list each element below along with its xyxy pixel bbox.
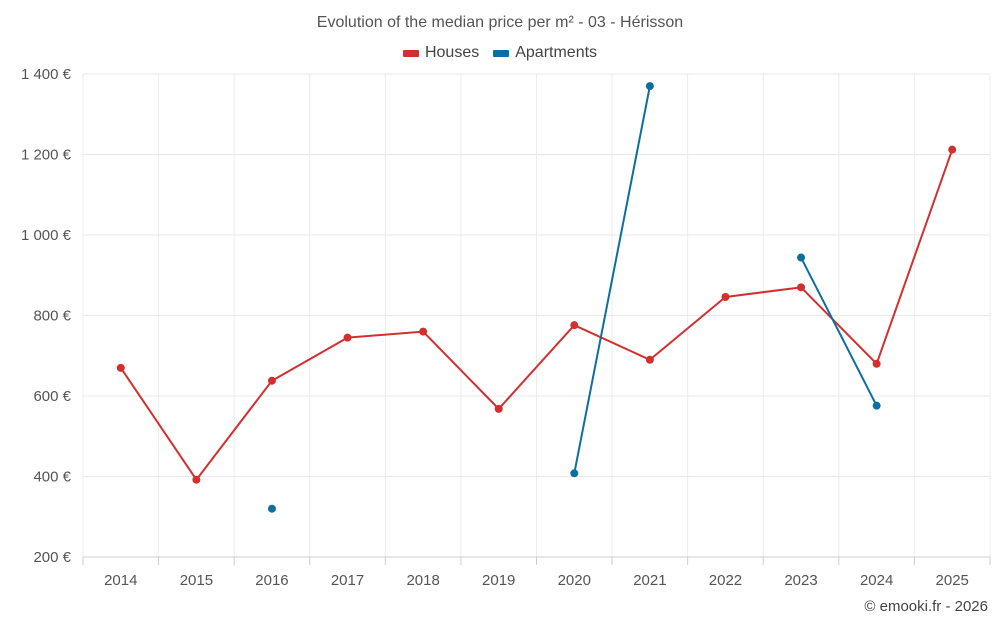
x-tick-label: 2016 [255,572,288,589]
series-line-houses [573,324,651,361]
series-line-apartments [573,85,651,475]
x-tick-label: 2023 [784,572,817,589]
series-line-houses [800,286,878,365]
series-line-apartments [800,256,878,407]
x-tick-label: 2015 [180,572,213,589]
data-point-houses [343,333,352,342]
data-point-houses [192,475,201,484]
series-line-houses [270,336,349,382]
x-tick-label: 2025 [936,572,969,589]
x-tick-label: 2019 [482,572,515,589]
x-tick-label: 2021 [633,572,666,589]
y-tick-label: 200 € [33,549,71,566]
series-line-houses [119,366,198,481]
data-point-apartments [267,504,276,513]
data-point-houses [116,363,125,372]
y-tick-label: 1 000 € [21,227,72,244]
x-tick-label: 2018 [406,572,439,589]
series-line-houses [724,286,803,298]
data-point-apartments [570,469,579,478]
y-tick-label: 1 200 € [21,147,72,164]
legend-item-apartments[interactable]: Apartments [493,44,597,62]
legend-swatch-apartments [493,49,510,57]
legend-swatch-houses [402,49,419,57]
chart-title: Evolution of the median price per m² - 0… [316,14,684,31]
series-line-houses [195,379,273,481]
data-point-houses [494,404,503,413]
chart-legend: Houses Apartments [0,44,1000,62]
x-tick-label: 2024 [860,572,893,589]
data-point-houses [872,359,881,368]
series-line-houses [497,324,576,410]
x-tick-label: 2020 [558,572,591,589]
legend-label-apartments: Apartments [515,44,598,61]
data-point-houses [721,292,730,301]
data-point-houses [570,321,579,330]
y-tick-label: 800 € [33,308,71,325]
data-point-houses [645,355,654,364]
data-point-apartments [797,253,806,262]
x-tick-label: 2017 [331,572,364,589]
series-line-houses [346,330,425,339]
series-line-houses [422,330,500,410]
data-point-apartments [645,82,654,91]
x-tick-label: 2022 [709,572,742,589]
y-tick-label: 600 € [33,388,71,405]
data-point-houses [797,283,806,292]
y-tick-label: 400 € [33,469,71,486]
y-tick-label: 1 400 € [21,66,72,83]
series-line-houses [648,295,727,361]
data-point-apartments [872,401,881,410]
data-point-houses [948,145,957,154]
data-point-houses [267,376,276,385]
legend-label-houses: Houses [424,44,480,61]
legend-item-houses[interactable]: Houses [402,44,480,62]
data-point-houses [419,327,428,336]
x-tick-label: 2014 [104,572,137,589]
series-line-houses [875,148,954,365]
copyright-credit: © emooki.fr - 2026 [864,598,988,615]
